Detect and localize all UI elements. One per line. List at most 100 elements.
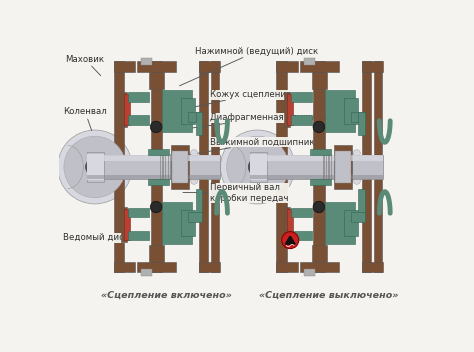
FancyBboxPatch shape [137, 262, 176, 272]
FancyBboxPatch shape [121, 92, 128, 127]
FancyBboxPatch shape [137, 62, 176, 72]
FancyBboxPatch shape [162, 154, 163, 180]
FancyBboxPatch shape [181, 98, 195, 124]
FancyBboxPatch shape [181, 210, 195, 236]
FancyBboxPatch shape [199, 62, 208, 272]
FancyBboxPatch shape [174, 154, 175, 180]
Circle shape [248, 158, 267, 176]
FancyBboxPatch shape [291, 231, 312, 240]
FancyBboxPatch shape [87, 156, 220, 178]
FancyBboxPatch shape [329, 154, 330, 180]
Text: Коленвал: Коленвал [63, 107, 107, 131]
FancyBboxPatch shape [287, 94, 292, 125]
FancyBboxPatch shape [362, 62, 371, 272]
Circle shape [191, 177, 198, 184]
FancyBboxPatch shape [312, 72, 327, 89]
FancyBboxPatch shape [166, 154, 167, 180]
FancyBboxPatch shape [344, 154, 345, 180]
FancyBboxPatch shape [162, 202, 192, 244]
FancyBboxPatch shape [124, 209, 130, 240]
FancyBboxPatch shape [128, 231, 149, 240]
FancyBboxPatch shape [351, 112, 365, 122]
FancyBboxPatch shape [172, 154, 173, 180]
FancyBboxPatch shape [358, 189, 365, 212]
Text: Нажимной (ведущий) диск: Нажимной (ведущий) диск [180, 47, 318, 86]
FancyBboxPatch shape [336, 154, 337, 180]
FancyBboxPatch shape [276, 62, 298, 72]
FancyBboxPatch shape [250, 154, 267, 180]
FancyBboxPatch shape [147, 149, 169, 156]
FancyBboxPatch shape [358, 112, 365, 134]
FancyBboxPatch shape [196, 189, 202, 212]
FancyBboxPatch shape [326, 154, 327, 180]
FancyBboxPatch shape [337, 154, 338, 180]
FancyBboxPatch shape [87, 152, 104, 182]
FancyBboxPatch shape [341, 154, 342, 180]
FancyBboxPatch shape [173, 151, 188, 183]
FancyBboxPatch shape [291, 115, 312, 125]
FancyBboxPatch shape [196, 112, 202, 134]
FancyBboxPatch shape [199, 62, 220, 72]
Circle shape [150, 201, 162, 213]
FancyBboxPatch shape [344, 98, 357, 124]
FancyBboxPatch shape [351, 212, 365, 222]
Circle shape [220, 130, 295, 204]
FancyBboxPatch shape [87, 175, 220, 178]
FancyBboxPatch shape [247, 142, 262, 191]
Text: Маховик: Маховик [65, 55, 105, 76]
Text: «Сцепление выключено»: «Сцепление выключено» [259, 290, 399, 299]
Circle shape [313, 201, 325, 213]
FancyBboxPatch shape [300, 262, 339, 272]
FancyBboxPatch shape [304, 58, 315, 64]
FancyBboxPatch shape [304, 269, 315, 276]
FancyBboxPatch shape [300, 62, 339, 72]
FancyBboxPatch shape [284, 92, 290, 127]
Text: Первичный вал
коробки передач: Первичный вал коробки передач [183, 183, 289, 203]
FancyBboxPatch shape [324, 154, 325, 180]
Circle shape [253, 162, 262, 172]
FancyBboxPatch shape [342, 154, 343, 180]
FancyBboxPatch shape [180, 154, 181, 180]
Circle shape [86, 158, 104, 176]
Circle shape [58, 130, 132, 204]
FancyBboxPatch shape [149, 72, 164, 89]
FancyBboxPatch shape [165, 154, 166, 180]
Circle shape [90, 162, 100, 172]
FancyBboxPatch shape [149, 245, 164, 262]
FancyBboxPatch shape [374, 62, 382, 272]
FancyBboxPatch shape [339, 154, 340, 180]
FancyBboxPatch shape [335, 151, 351, 183]
FancyBboxPatch shape [284, 207, 290, 243]
Text: Кожух сцепления: Кожух сцепления [194, 90, 292, 107]
FancyBboxPatch shape [170, 154, 171, 180]
FancyBboxPatch shape [291, 208, 312, 217]
FancyBboxPatch shape [87, 154, 104, 180]
FancyBboxPatch shape [178, 154, 179, 180]
FancyBboxPatch shape [113, 262, 135, 272]
Text: Ведомый диск: Ведомый диск [63, 233, 129, 242]
Text: Диафрагменная пружина: Диафрагменная пружина [191, 113, 328, 128]
Polygon shape [230, 145, 246, 189]
Polygon shape [68, 145, 83, 189]
FancyBboxPatch shape [162, 90, 192, 132]
FancyBboxPatch shape [347, 161, 357, 173]
Circle shape [191, 150, 198, 157]
FancyBboxPatch shape [199, 262, 220, 272]
Circle shape [64, 136, 126, 198]
FancyBboxPatch shape [188, 212, 202, 222]
FancyBboxPatch shape [160, 154, 161, 180]
FancyBboxPatch shape [181, 154, 182, 180]
Circle shape [150, 121, 162, 133]
FancyBboxPatch shape [291, 92, 312, 101]
FancyBboxPatch shape [211, 62, 219, 272]
FancyBboxPatch shape [171, 145, 190, 189]
Polygon shape [285, 236, 295, 244]
FancyBboxPatch shape [250, 156, 383, 161]
Circle shape [282, 232, 299, 249]
FancyBboxPatch shape [325, 202, 355, 244]
FancyBboxPatch shape [276, 262, 298, 272]
FancyBboxPatch shape [188, 112, 202, 122]
FancyBboxPatch shape [287, 209, 292, 240]
FancyBboxPatch shape [362, 262, 383, 272]
FancyBboxPatch shape [312, 245, 327, 262]
